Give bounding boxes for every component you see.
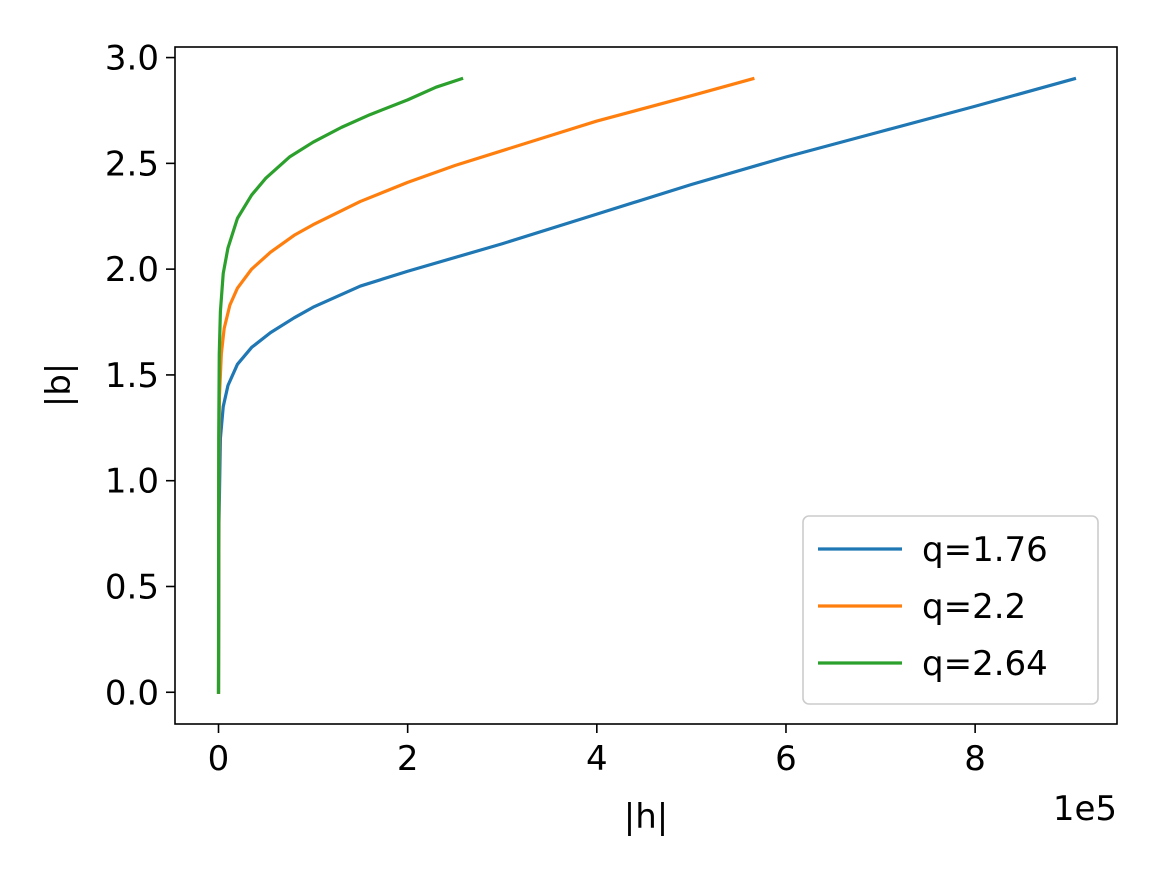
y-tick-label: 1.5 — [105, 356, 159, 396]
series-line-1 — [216, 76, 1077, 694]
x-tick-label: 0 — [208, 739, 230, 779]
legend: q=1.76 q=2.2 q=2.64 — [802, 515, 1099, 705]
series-line-3 — [216, 76, 464, 694]
legend-box — [802, 515, 1099, 705]
y-tick-label: 0.5 — [105, 567, 159, 607]
x-axis-offset-label: 1e5 — [1053, 789, 1117, 829]
y-tick-label: 2.5 — [105, 144, 159, 184]
series-line-2 — [216, 76, 755, 694]
series-layer — [216, 76, 1077, 694]
y-tick-label: 2.0 — [105, 250, 159, 290]
x-tick-label: 6 — [775, 739, 797, 779]
x-axis-label: |h| — [624, 797, 668, 837]
x-tick-label: 8 — [964, 739, 986, 779]
legend-label-1: q=1.76 — [922, 530, 1048, 570]
y-tick-label: 3.0 — [105, 39, 159, 79]
legend-label-3: q=2.64 — [922, 644, 1048, 684]
x-tick-label: 4 — [586, 739, 608, 779]
x-axis-ticks: 0 2 4 6 8 — [208, 724, 986, 779]
legend-label-2: q=2.2 — [922, 587, 1026, 627]
y-axis-ticks: 0.0 0.5 1.0 1.5 2.0 2.5 3.0 — [105, 39, 175, 713]
y-tick-label: 1.0 — [105, 462, 159, 502]
x-tick-label: 2 — [397, 739, 419, 779]
legend-items: q=1.76 q=2.2 q=2.64 — [818, 530, 1048, 684]
plot-frame — [174, 46, 1118, 725]
y-tick-label: 0.0 — [105, 673, 159, 713]
y-axis-label: |b| — [39, 363, 79, 408]
